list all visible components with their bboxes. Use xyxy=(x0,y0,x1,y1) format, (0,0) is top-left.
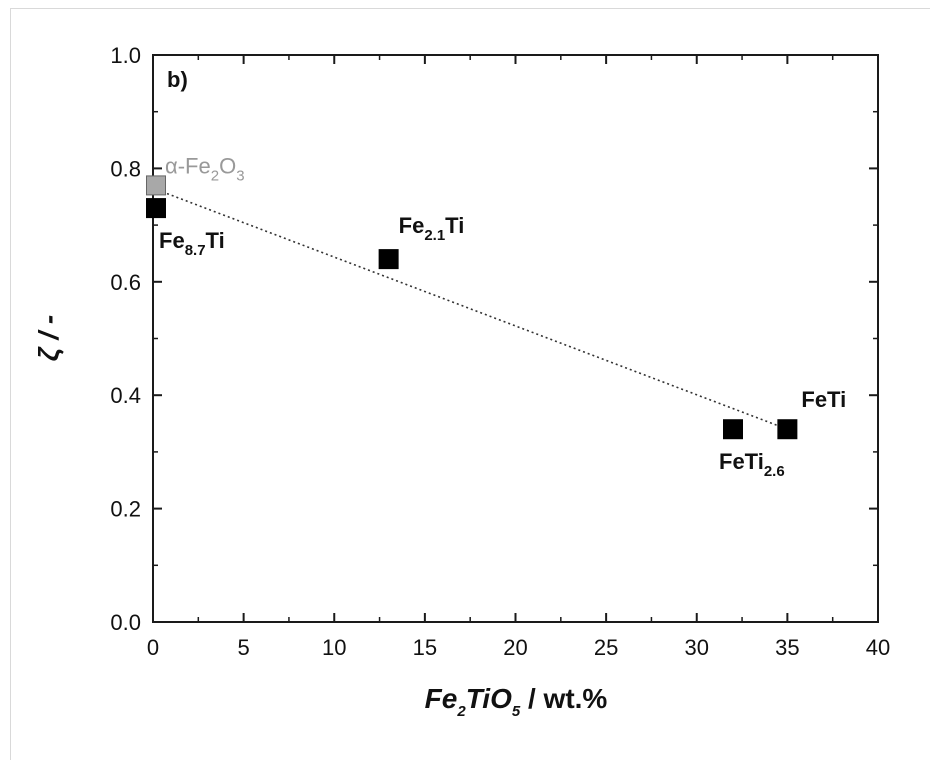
frame-left-line xyxy=(10,8,11,760)
data-point xyxy=(723,419,743,440)
x-tick-label: 15 xyxy=(413,635,437,660)
plot-area-frame xyxy=(152,54,879,623)
x-tick-label: 10 xyxy=(322,635,346,660)
y-tick-label: 1.0 xyxy=(110,43,141,68)
x-tick-label: 35 xyxy=(775,635,799,660)
data-point xyxy=(378,249,399,270)
point-label: α-Fe2O3 xyxy=(165,153,245,184)
point-label: Fe2.1Ti xyxy=(399,213,465,244)
data-point xyxy=(146,175,166,196)
y-tick-label: 0.8 xyxy=(110,156,141,181)
x-axis-title: Fe2TiO5 / wt.% xyxy=(425,683,608,720)
panel-label: b) xyxy=(167,67,188,92)
x-tick-label: 30 xyxy=(685,635,709,660)
point-label: Fe8.7Ti xyxy=(159,228,225,259)
x-tick-label: 5 xyxy=(238,635,250,660)
trend-line xyxy=(152,187,788,430)
data-point xyxy=(146,198,166,219)
y-tick-label: 0.0 xyxy=(110,610,141,635)
y-tick-label: 0.6 xyxy=(110,270,141,295)
point-label: FeTi xyxy=(801,387,846,412)
point-label: FeTi2.6 xyxy=(719,449,785,480)
data-point xyxy=(777,419,798,440)
x-tick-label: 20 xyxy=(503,635,527,660)
x-tick-label: 0 xyxy=(147,635,159,660)
y-axis-title: ζ / - xyxy=(33,315,64,361)
y-tick-label: 0.4 xyxy=(110,383,141,408)
frame-top-line xyxy=(10,8,930,9)
x-tick-label: 25 xyxy=(594,635,618,660)
y-tick-label: 0.2 xyxy=(110,497,141,522)
x-tick-label: 40 xyxy=(866,635,890,660)
